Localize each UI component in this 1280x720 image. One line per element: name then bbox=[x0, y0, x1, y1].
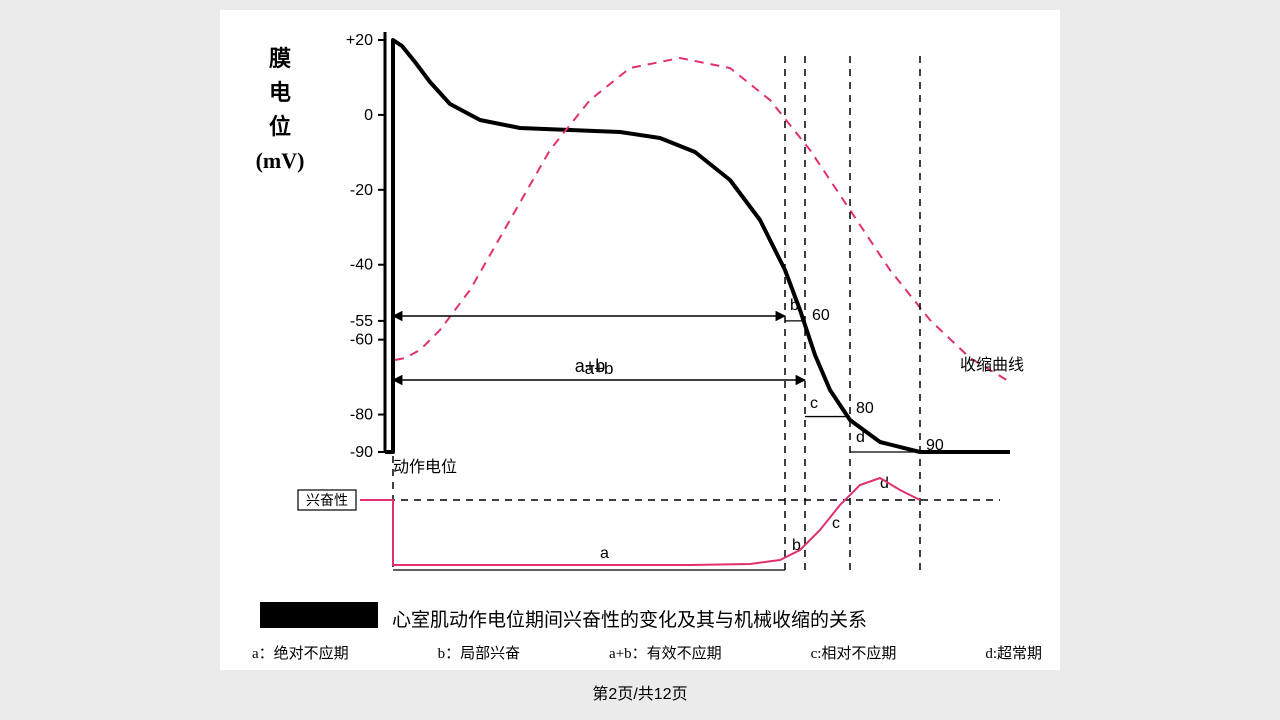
excitability-curve: 兴奋性 bbox=[298, 478, 1000, 570]
svg-text:60: 60 bbox=[812, 307, 830, 324]
svg-text:c: c bbox=[832, 515, 840, 532]
svg-text:-40: -40 bbox=[350, 257, 373, 274]
svg-text:-90: -90 bbox=[350, 444, 373, 461]
svg-text:0: 0 bbox=[364, 107, 373, 124]
legend-item: c:相对不应期 bbox=[811, 642, 897, 663]
legend-item: d:超常期 bbox=[985, 642, 1042, 663]
svg-text:动作电位: 动作电位 bbox=[393, 458, 457, 476]
svg-text:c: c bbox=[810, 395, 818, 412]
svg-text:a+b: a+b bbox=[575, 356, 606, 376]
figure-panel: +200-20-40-55-60-80-90膜电位(mV) a+ba+bb60c… bbox=[220, 10, 1060, 670]
svg-text:-60: -60 bbox=[350, 332, 373, 349]
legend-row: a：绝对不应期 b：局部兴奋 a+b：有效不应期 c:相对不应期 d:超常期 bbox=[252, 642, 1042, 663]
figure-caption: 心室肌动作电位期间兴奋性的变化及其与机械收缩的关系 bbox=[392, 605, 867, 632]
curves bbox=[385, 40, 1010, 452]
svg-text:+20: +20 bbox=[346, 32, 373, 49]
svg-text:80: 80 bbox=[856, 400, 874, 417]
diagram-svg: +200-20-40-55-60-80-90膜电位(mV) a+ba+bb60c… bbox=[220, 10, 1060, 670]
legend-item: a+b：有效不应期 bbox=[609, 642, 722, 663]
svg-text:位: 位 bbox=[269, 114, 291, 139]
svg-text:-20: -20 bbox=[350, 182, 373, 199]
svg-text:d: d bbox=[856, 429, 865, 446]
svg-text:b: b bbox=[790, 297, 799, 314]
legend-item: b：局部兴奋 bbox=[438, 642, 521, 663]
svg-text:90: 90 bbox=[926, 437, 944, 454]
svg-text:电: 电 bbox=[269, 80, 291, 105]
svg-text:膜: 膜 bbox=[269, 46, 291, 71]
page-footer: 第2页/共12页 bbox=[0, 680, 1280, 704]
svg-text:-55: -55 bbox=[350, 313, 373, 330]
svg-text:-80: -80 bbox=[350, 407, 373, 424]
svg-text:收缩曲线: 收缩曲线 bbox=[960, 356, 1024, 374]
caption-blackbox bbox=[260, 602, 378, 628]
legend-item: a：绝对不应期 bbox=[252, 642, 349, 663]
svg-text:a: a bbox=[600, 545, 609, 562]
svg-text:(mV): (mV) bbox=[256, 148, 305, 173]
svg-text:兴奋性: 兴奋性 bbox=[306, 493, 348, 509]
y-axis: +20 0 -20 -40 -55 -60 -80 -90 膜电位 (mV) bbox=[256, 32, 385, 461]
